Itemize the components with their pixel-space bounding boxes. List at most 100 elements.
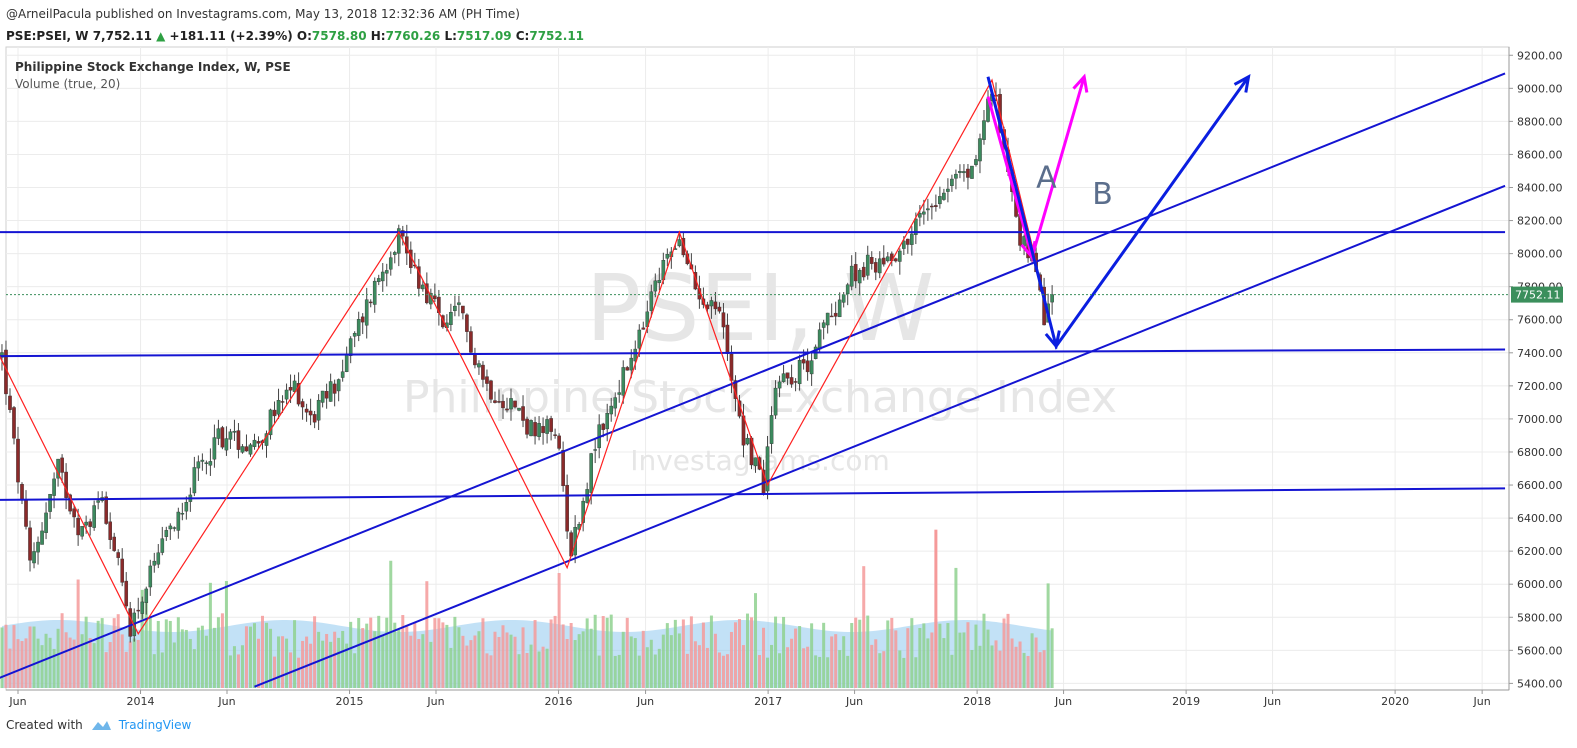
volume-bar [116,614,120,688]
candle-body [677,239,682,247]
volume-bar [950,654,954,688]
candle-body [942,192,946,200]
volume-bar [196,627,200,688]
volume-bar [842,636,846,688]
candle-body [665,254,670,259]
volume-bar [653,654,657,688]
axes: 9200.00 9000.00 8800.00 8600.00 8400.00 8200.… [6,47,1575,708]
volume-bar [713,633,717,688]
volume-bar [1042,650,1046,688]
volume-bar [473,635,477,688]
candle-body [565,485,569,532]
volume-bar [621,631,625,688]
volume-bar [381,635,385,688]
volume-bar [421,634,425,688]
watermark-name: Philippine Stock Exchange Index [403,372,1117,423]
low-value: 7517.09 [456,29,512,43]
candle-body [902,240,906,249]
volume-bar [697,645,701,688]
candle-body [629,357,634,371]
volume-bar [990,645,994,688]
y-tick-label-13: 6600.00 [1517,479,1563,492]
volume-bar [285,638,289,688]
volume-bar [601,616,605,688]
candle-body [729,353,734,381]
candle-body [140,601,145,614]
candle-body [12,407,16,439]
volume-bar [216,617,220,688]
zigzag-line [0,78,1037,636]
volume-bar [44,633,48,688]
volume-bar [649,639,653,688]
volume-bar [232,646,236,688]
volume-bar [774,616,778,688]
candle-body [613,397,618,409]
volume-bar [938,623,942,688]
volume-bar [261,615,265,688]
volume-bar [994,640,998,688]
candle-body [709,300,714,307]
y-tick-label-3: 8600.00 [1517,148,1563,161]
trendline-channel-upper [0,72,1506,679]
volume-bar [1014,646,1018,688]
volume-bar [741,645,745,688]
candle-body [36,541,40,553]
candle-body [922,211,926,215]
volume-bar [369,617,373,688]
last-price-tag-label: 7752.11 [1515,289,1561,302]
x-tick-label-5: 2016 [545,695,573,708]
volume-bar [409,635,413,688]
candle-body [641,327,646,330]
y-tick-label-18: 5600.00 [1517,644,1563,657]
chart-legend: Philippine Stock Exchange Index, W, PSE … [15,60,291,91]
candle-body [24,499,28,527]
tradingview-cloud-icon [91,721,111,730]
x-tick-label-11: 2019 [1172,695,1200,708]
volume-bar [341,630,345,688]
candle-body [557,435,561,449]
candle-body [256,441,261,444]
volume-bar [1010,638,1014,688]
candle-body [601,423,605,430]
volume-bar [497,636,501,688]
candle-body [280,401,285,403]
volume-bar [974,624,978,688]
volume-bar [541,646,545,688]
volume-bar [477,631,481,688]
volume-bar [1038,652,1042,688]
volume-bar [265,622,269,688]
candle-body [525,418,529,435]
candle-body [360,316,365,323]
y-tick-label-12: 6800.00 [1517,446,1563,459]
legend-title: Philippine Stock Exchange Index, W, PSE [15,60,291,74]
candle-body [801,359,806,364]
volume-bar [84,616,88,688]
legend-volume: Volume (true, 20) [15,77,121,91]
y-tick-label-17: 5800.00 [1517,611,1563,624]
volume-bar [389,560,393,688]
volume-bar [1002,618,1006,688]
volume-bar [822,622,826,688]
candle-body [809,360,814,375]
volume-bar [729,631,733,688]
high-value: 7760.26 [385,29,441,43]
volume-bar [469,640,473,688]
candle-body [833,312,838,317]
volume-bar [212,627,216,688]
volume-bar [313,616,317,688]
volume-bar [309,643,313,688]
volume-bar [669,635,673,688]
volume-bar [156,620,160,688]
candle-body [104,496,108,524]
candle-body [497,401,501,403]
y-tick-label-19: 5400.00 [1517,677,1563,690]
candle-body [120,558,125,583]
tradingview-link[interactable]: TradingView [118,718,192,732]
candle-body [898,250,902,262]
volume-bar [152,654,156,688]
volume-bar [509,634,513,688]
candle-body [505,408,509,411]
x-tick-label-10: Jun [1054,695,1072,708]
volume-bar [549,619,553,688]
